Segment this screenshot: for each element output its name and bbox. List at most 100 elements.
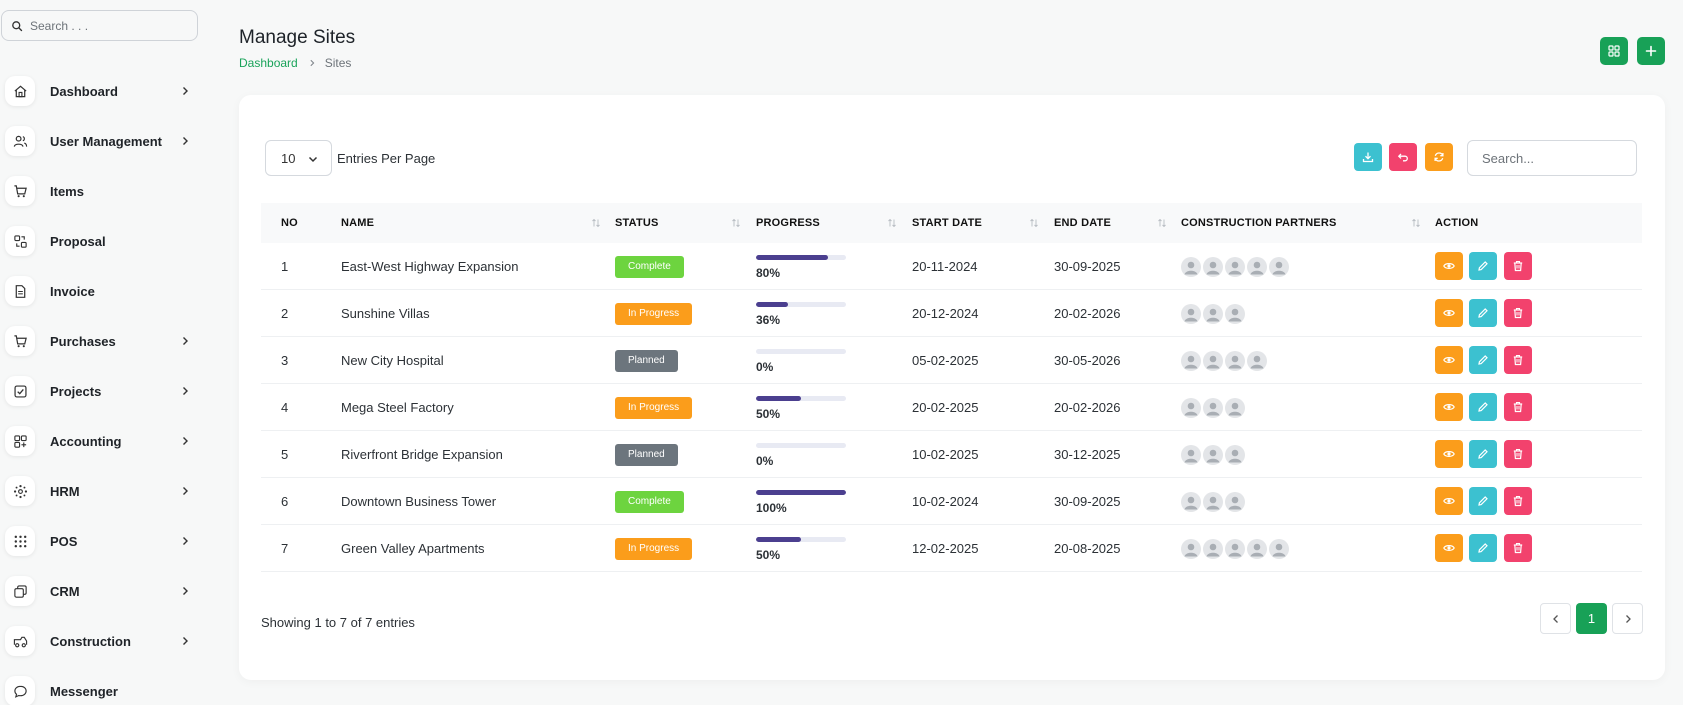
column-header-construction-partners[interactable]: CONSTRUCTION PARTNERS (1181, 217, 1337, 229)
edit-button[interactable] (1469, 252, 1497, 280)
edit-button[interactable] (1469, 346, 1497, 374)
partner-avatar (1203, 538, 1223, 559)
partner-avatar (1247, 538, 1267, 559)
table-search[interactable] (1467, 140, 1637, 176)
sidebar-item-crm[interactable]: CRM (0, 566, 205, 616)
cell-progress: 0% (756, 443, 846, 468)
status-badge: Complete (615, 490, 684, 513)
showing-entries-text: Showing 1 to 7 of 7 entries (261, 615, 415, 630)
delete-button[interactable] (1504, 299, 1532, 327)
home-icon (5, 76, 35, 106)
cell-name: Sunshine Villas (341, 306, 430, 321)
cell-start-date: 05-02-2025 (912, 353, 979, 368)
view-button[interactable] (1435, 393, 1463, 421)
sidebar-item-pos[interactable]: POS (0, 516, 205, 566)
edit-button[interactable] (1469, 440, 1497, 468)
progress-text: 50% (756, 548, 781, 562)
partner-avatar (1225, 538, 1245, 559)
sort-icon[interactable] (591, 218, 601, 228)
add-site-button[interactable] (1637, 37, 1665, 65)
cell-end-date: 20-02-2026 (1054, 306, 1121, 321)
prev-page-button[interactable] (1540, 603, 1571, 634)
sort-icon[interactable] (887, 218, 897, 228)
status-badge: Planned (615, 443, 678, 466)
delete-button[interactable] (1504, 487, 1532, 515)
cell-name: East-West Highway Expansion (341, 259, 519, 274)
edit-button[interactable] (1469, 534, 1497, 562)
view-button[interactable] (1435, 299, 1463, 327)
sidebar-search[interactable] (1, 10, 198, 41)
sidebar-nav: Dashboard User Management Items Proposal Inv… (0, 66, 205, 705)
delete-button[interactable] (1504, 346, 1532, 374)
status-badge: In Progress (615, 396, 693, 419)
entries-per-page-label: Entries Per Page (337, 151, 436, 166)
delete-button[interactable] (1504, 393, 1532, 421)
chevron-right-icon (183, 387, 188, 395)
view-button[interactable] (1435, 346, 1463, 374)
cell-no: 2 (281, 306, 289, 321)
column-header-start-date[interactable]: START DATE (912, 217, 983, 229)
sidebar-item-messenger[interactable]: Messenger (0, 666, 205, 705)
partner-avatar (1203, 491, 1223, 512)
delete-button[interactable] (1504, 440, 1532, 468)
sidebar-search-input[interactable] (30, 18, 180, 33)
sidebar-item-projects[interactable]: Projects (0, 366, 205, 416)
trash-icon (1512, 354, 1524, 366)
column-header-status[interactable]: STATUS (615, 217, 659, 229)
partner-avatar (1203, 397, 1223, 418)
chevron-right-icon (183, 437, 188, 445)
cell-status: Planned (615, 337, 678, 384)
view-button[interactable] (1435, 252, 1463, 280)
edit-button[interactable] (1469, 487, 1497, 515)
sidebar-item-construction[interactable]: Construction (0, 616, 205, 666)
refresh-button[interactable] (1425, 143, 1453, 171)
view-button[interactable] (1435, 440, 1463, 468)
status-badge: In Progress (615, 302, 693, 325)
sidebar-item-dashboard[interactable]: Dashboard (0, 66, 205, 116)
edit-button[interactable] (1469, 299, 1497, 327)
cell-no: 7 (281, 541, 289, 556)
chevron-right-icon (310, 59, 315, 67)
grid-plus-icon (5, 426, 35, 456)
next-page-button[interactable] (1612, 603, 1643, 634)
sidebar-item-label: Messenger (50, 683, 118, 699)
delete-button[interactable] (1504, 534, 1532, 562)
cell-status: Complete (615, 243, 684, 290)
sort-icon[interactable] (1157, 218, 1167, 228)
column-header-end-date[interactable]: END DATE (1054, 217, 1112, 229)
sidebar-item-label: Construction (50, 633, 131, 649)
chat-icon (5, 676, 35, 705)
export-button[interactable] (1354, 143, 1382, 171)
cell-name: Green Valley Apartments (341, 541, 485, 556)
breadcrumb-dashboard-link[interactable]: Dashboard (239, 56, 298, 70)
entries-per-page-select[interactable]: 10 (265, 140, 332, 176)
sidebar-item-items[interactable]: Items (0, 166, 205, 216)
sidebar-item-accounting[interactable]: Accounting (0, 416, 205, 466)
edit-button[interactable] (1469, 393, 1497, 421)
cell-partners (1181, 290, 1247, 337)
progress-text: 50% (756, 407, 781, 421)
sidebar-item-purchases[interactable]: Purchases (0, 316, 205, 366)
sidebar-item-invoice[interactable]: Invoice (0, 266, 205, 316)
grid-view-button[interactable] (1600, 37, 1628, 65)
column-header-name[interactable]: NAME (341, 217, 375, 229)
reset-button[interactable] (1389, 143, 1417, 171)
sort-icon[interactable] (731, 218, 741, 228)
cell-name: New City Hospital (341, 353, 444, 368)
partner-avatar (1203, 350, 1223, 371)
delete-button[interactable] (1504, 252, 1532, 280)
sidebar-item-hrm[interactable]: HRM (0, 466, 205, 516)
view-button[interactable] (1435, 534, 1463, 562)
sort-icon[interactable] (1411, 218, 1421, 228)
column-header-progress[interactable]: PROGRESS (756, 217, 820, 229)
sidebar-item-user-management[interactable]: User Management (0, 116, 205, 166)
cell-start-date: 20-12-2024 (912, 306, 979, 321)
sort-icon[interactable] (1029, 218, 1039, 228)
page-1-button[interactable]: 1 (1576, 603, 1607, 634)
cell-partners (1181, 337, 1269, 384)
breadcrumb-current: Sites (324, 56, 352, 70)
cell-partners (1181, 478, 1247, 525)
sidebar-item-proposal[interactable]: Proposal (0, 216, 205, 266)
table-search-input[interactable] (1468, 141, 1636, 175)
view-button[interactable] (1435, 487, 1463, 515)
